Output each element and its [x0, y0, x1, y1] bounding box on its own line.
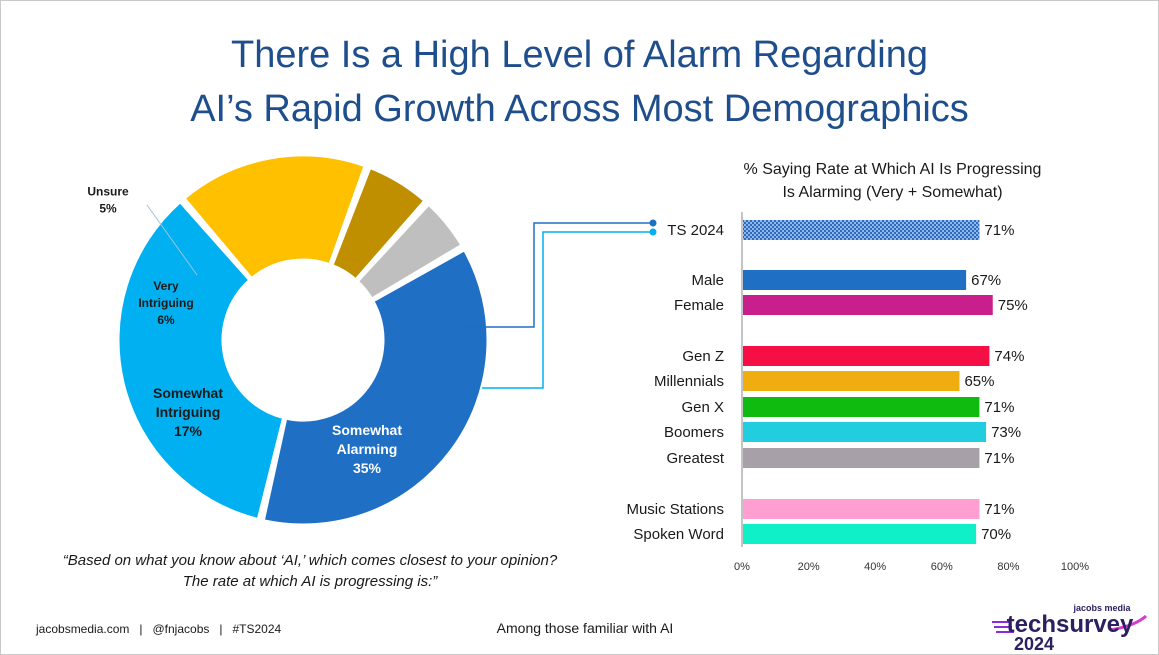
donut-slice-unsure [355, 202, 464, 302]
bar-greatest [743, 448, 980, 468]
footer-base-note: Among those familiar with AI [496, 620, 674, 636]
x-tick-label: 80% [997, 561, 1019, 573]
connector-somewhat-alarming [482, 231, 652, 389]
techsurvey-logo: jacobs media techsurvey 2024 [992, 603, 1148, 652]
title-line-1: There Is a High Level of Alarm Regarding [230, 34, 929, 76]
x-tick-label: 60% [931, 561, 953, 573]
bar-category-label: Female [674, 297, 724, 314]
bar-music-stations [743, 499, 980, 519]
survey-question: “Based on what you know about ‘AI,’ whic… [40, 550, 580, 592]
bar-male [743, 270, 967, 290]
donut-slice-very-alarming [261, 247, 490, 527]
donut-label-somewhat-alarming: Alarming [337, 441, 398, 457]
bar-value-label: 70% [981, 526, 1011, 543]
bar-gen-x [743, 397, 980, 417]
footer-links: jacobsmedia.com | @fnjacobs | #TS2024 [36, 622, 282, 636]
bar-chart-title-line-1: % Saying Rate at Which AI Is Progressing [743, 161, 1042, 178]
bar-boomers [743, 422, 987, 442]
connector-dot [649, 228, 657, 236]
bar-value-label: 73% [991, 424, 1021, 441]
x-tick-label: 40% [864, 561, 886, 573]
bar-value-label: 71% [984, 222, 1014, 239]
donut-slice-somewhat-intriguing [181, 153, 367, 281]
bar-category-label: Music Stations [626, 501, 724, 518]
logo-name: techsurvey [1007, 611, 1134, 638]
bar-value-label: 75% [998, 297, 1028, 314]
x-tick-label: 20% [798, 561, 820, 573]
bar-category-label: Gen X [681, 399, 724, 416]
bar-category-label: TS 2024 [667, 222, 724, 239]
donut-label-somewhat-alarming: Somewhat [332, 422, 402, 438]
bar-spoken-word [743, 524, 977, 544]
donut-value-somewhat-intriguing: 17% [174, 423, 203, 439]
title-line-2: AI’s Rapid Growth Across Most Demographi… [190, 88, 969, 130]
bar-chart-title: % Saying Rate at Which AI Is Progressing… [700, 158, 1085, 204]
connector-very-alarming [458, 222, 652, 328]
bar-category-label: Male [691, 272, 724, 289]
logo-brand: jacobs media [1072, 603, 1131, 613]
donut-slice-very-intriguing [329, 165, 427, 282]
bar-category-label: Millennials [654, 373, 724, 390]
logo-swoosh-icon [992, 614, 1148, 633]
bar-gen-z [743, 346, 990, 366]
bar-female [743, 295, 993, 315]
bar-millennials [743, 371, 960, 391]
survey-question-line-1: “Based on what you know about ‘AI,’ whic… [62, 552, 558, 569]
x-tick-label: 0% [734, 561, 750, 573]
bar-category-label: Greatest [666, 450, 724, 467]
survey-question-line-2: The rate at which AI is progressing is:” [182, 573, 438, 590]
bar-value-label: 67% [971, 272, 1001, 289]
donut-value-somewhat-alarming: 35% [353, 460, 382, 476]
connector-dot [649, 219, 657, 227]
bar-value-label: 71% [984, 501, 1014, 518]
bar-value-label: 65% [964, 373, 994, 390]
bar-value-label: 74% [994, 348, 1024, 365]
donut-value-very-intriguing: 6% [157, 313, 175, 327]
bar-category-label: Spoken Word [633, 526, 724, 543]
bar-value-label: 71% [984, 450, 1014, 467]
donut-label-somewhat-intriguing: Intriguing [156, 404, 221, 420]
bar-value-label: 71% [984, 399, 1014, 416]
donut-value-unsure: 5% [99, 202, 117, 216]
unsure-leader-line [146, 204, 198, 276]
x-tick-label: 100% [1061, 561, 1089, 573]
donut-label-unsure: Unsure [87, 185, 129, 199]
bar-chart-title-line-2: Is Alarming (Very + Somewhat) [782, 184, 1003, 201]
donut-label-very-intriguing: Very [153, 279, 179, 293]
donut-label-somewhat-intriguing: Somewhat [153, 385, 223, 401]
logo-year: 2024 [1014, 634, 1054, 652]
bar-category-label: Gen Z [682, 348, 724, 365]
slide-title: There Is a High Level of Alarm Regarding… [0, 28, 1159, 136]
bar-ts-2024 [743, 220, 980, 240]
donut-slice-somewhat-alarming [116, 199, 286, 522]
bar-category-label: Boomers [664, 424, 724, 441]
donut-label-very-intriguing: Intriguing [138, 296, 193, 310]
